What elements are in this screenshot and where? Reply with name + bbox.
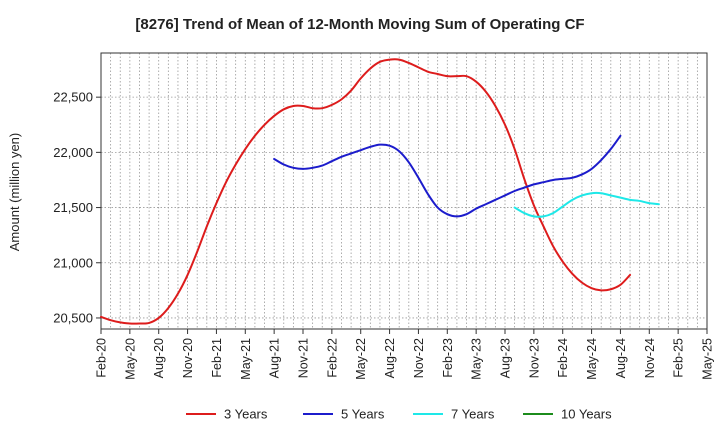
- plot-area-frame: [100, 52, 708, 330]
- y-tick-label: 22,500: [53, 90, 93, 105]
- legend-label-3-years: 3 Years: [224, 407, 268, 422]
- y-tick-label: 22,000: [53, 145, 93, 160]
- x-tick-label: Aug-20: [152, 338, 166, 378]
- x-tick-label: Nov-24: [643, 338, 657, 378]
- chart-title: [8276] Trend of Mean of 12-Month Moving …: [135, 16, 584, 33]
- x-tick-label: May-20: [123, 338, 137, 380]
- grid-lines: [100, 53, 708, 329]
- x-tick-label: May-24: [585, 338, 599, 380]
- x-tick-label: Feb-23: [441, 338, 455, 378]
- x-tick-label: Aug-24: [614, 338, 628, 378]
- series-lines: [100, 58, 660, 325]
- legend-label-5-years: 5 Years: [341, 407, 385, 422]
- x-tick-label: Aug-21: [268, 338, 282, 378]
- chart-legend: 3 Years 5 Years 7 Years 10 Years: [186, 407, 612, 422]
- series-line-3-years: [100, 58, 632, 325]
- legend-label-7-years: 7 Years: [451, 407, 495, 422]
- x-tick-label: Feb-21: [210, 338, 224, 378]
- x-tick-label: Feb-25: [672, 338, 686, 378]
- y-axis-label: Amount (million yen): [7, 133, 22, 252]
- series-line-5-years: [273, 134, 622, 218]
- x-tick-label: May-22: [354, 338, 368, 380]
- y-tick-label: 21,000: [53, 255, 93, 270]
- x-tick-label: Nov-23: [527, 338, 541, 378]
- legend-label-10-years: 10 Years: [561, 407, 612, 422]
- x-tick-label: May-23: [470, 338, 484, 380]
- x-tick-label: Nov-21: [297, 338, 311, 378]
- x-tick-label: Feb-24: [556, 338, 570, 378]
- x-tick-label: Nov-20: [181, 338, 195, 378]
- y-tick-label: 20,500: [53, 310, 93, 325]
- x-axis-ticks: Feb-20 May-20 Aug-20 Nov-20 Feb-21 May-21 Aug-…: [95, 329, 715, 380]
- x-tick-label: Nov-22: [412, 338, 426, 378]
- x-tick-label: May-21: [239, 338, 253, 380]
- series-line-7-years: [513, 191, 660, 218]
- x-tick-label: Aug-23: [499, 338, 513, 378]
- x-tick-label: Aug-22: [383, 338, 397, 378]
- x-tick-label: Feb-20: [95, 338, 109, 378]
- x-tick-label: May-25: [701, 338, 715, 380]
- y-axis-ticks: 20,500 21,000 21,500 22,000 22,500: [53, 90, 101, 325]
- y-tick-label: 21,500: [53, 200, 93, 215]
- x-tick-label: Feb-22: [325, 338, 339, 378]
